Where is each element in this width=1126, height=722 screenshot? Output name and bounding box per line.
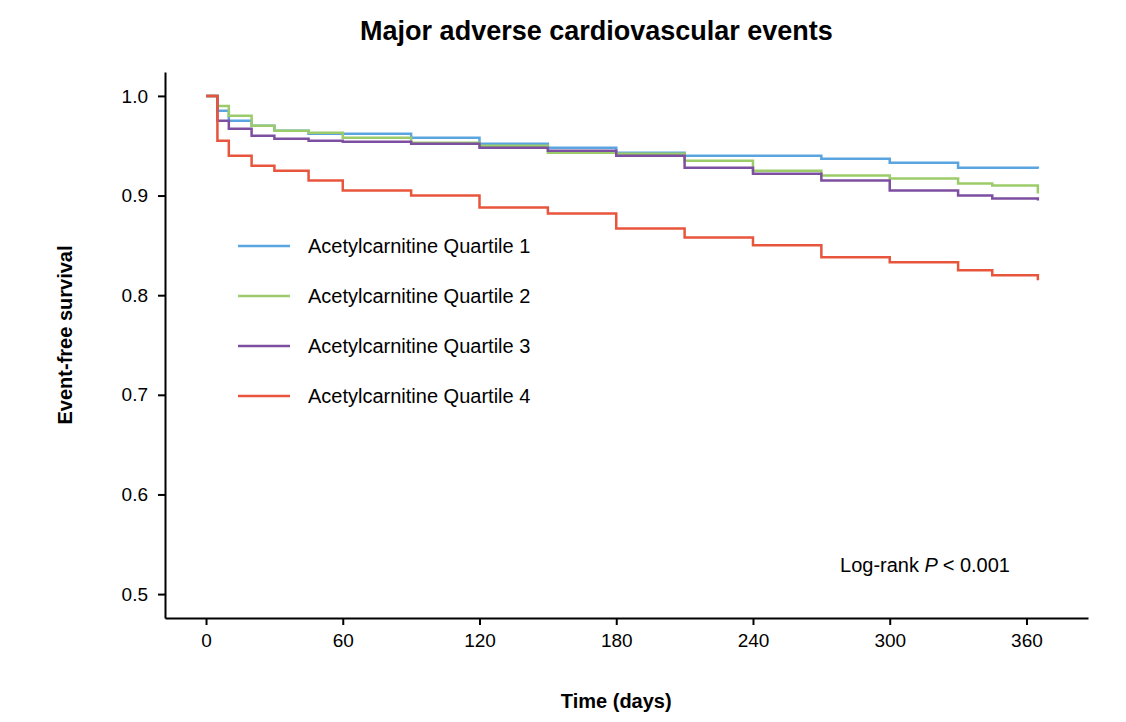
tick-label: 0.6 [122, 484, 148, 505]
tick: 60 [333, 618, 354, 651]
tick: 0.9 [122, 185, 165, 206]
tick: 120 [464, 618, 496, 651]
tick-mark [342, 618, 344, 625]
tick-label: 0.8 [122, 285, 148, 306]
tick-label: 180 [601, 630, 633, 651]
legend-swatch [238, 245, 290, 248]
survival-line [206, 96, 1038, 280]
tick-mark [158, 594, 165, 596]
tick-mark [752, 618, 754, 625]
tick: 0.7 [122, 384, 165, 405]
tick-label: 1.0 [122, 85, 148, 106]
tick: 180 [601, 618, 633, 651]
tick-label: 240 [738, 630, 770, 651]
axis-line [165, 73, 167, 619]
legend-swatch [238, 395, 290, 398]
axis-line [166, 618, 1089, 620]
tick-mark [158, 394, 165, 396]
legend-label: Acetylcarnitine Quartile 2 [308, 285, 530, 307]
tick: 0.5 [122, 584, 165, 605]
legend-item: Acetylcarnitine Quartile 4 [238, 385, 530, 407]
legend-item: Acetylcarnitine Quartile 1 [238, 235, 530, 257]
tick-mark [1026, 618, 1028, 625]
chart: 0 60 120 180 240 300 360 0.5 0.6 0.7 0.8 0.9 1.0 Majo… [0, 0, 1126, 722]
y-axis-label: Event-free survival [54, 246, 76, 425]
tick-mark [889, 618, 891, 625]
tick-label: 0.5 [122, 584, 148, 605]
series-lines [206, 96, 1038, 280]
tick-label: 0.9 [122, 185, 148, 206]
x-axis: 0 60 120 180 240 300 360 [166, 618, 1089, 651]
tick-label: 60 [333, 630, 354, 651]
x-axis-label: Time (days) [561, 690, 672, 712]
plot: 0 60 120 180 240 300 360 0.5 0.6 0.7 0.8 0.9 1.0 [122, 73, 1089, 652]
tick: 1.0 [122, 85, 165, 106]
tick: 360 [1011, 618, 1043, 651]
legend-label: Acetylcarnitine Quartile 4 [308, 385, 530, 407]
tick-label: 300 [874, 630, 906, 651]
tick-mark [158, 295, 165, 297]
tick: 0 [201, 618, 212, 651]
legend-swatch [238, 345, 290, 348]
legend-swatch [238, 295, 290, 298]
tick: 240 [738, 618, 770, 651]
survival-line [206, 96, 1038, 201]
tick-label: 120 [464, 630, 496, 651]
legend: Acetylcarnitine Quartile 1 Acetylcarnitin… [238, 235, 530, 407]
tick-label: 0 [201, 630, 212, 651]
tick-mark [206, 618, 208, 625]
tick-mark [616, 618, 618, 625]
tick: 0.8 [122, 285, 165, 306]
legend-label: Acetylcarnitine Quartile 3 [308, 335, 530, 357]
title: Major adverse cardiovascular events [360, 16, 833, 46]
annotation: Log-rank P < 0.001 [840, 554, 1010, 576]
tick-mark [479, 618, 481, 625]
tick: 300 [874, 618, 906, 651]
survival-line [206, 96, 1038, 194]
y-axis: 0.5 0.6 0.7 0.8 0.9 1.0 [122, 73, 166, 619]
tick-mark [158, 195, 165, 197]
tick-mark [158, 95, 165, 97]
legend-item: Acetylcarnitine Quartile 3 [238, 335, 530, 357]
legend-label: Acetylcarnitine Quartile 1 [308, 235, 530, 257]
tick-mark [158, 494, 165, 496]
tick-label: 0.7 [122, 384, 148, 405]
tick: 0.6 [122, 484, 165, 505]
legend-item: Acetylcarnitine Quartile 2 [238, 285, 530, 307]
tick-label: 360 [1011, 630, 1043, 651]
